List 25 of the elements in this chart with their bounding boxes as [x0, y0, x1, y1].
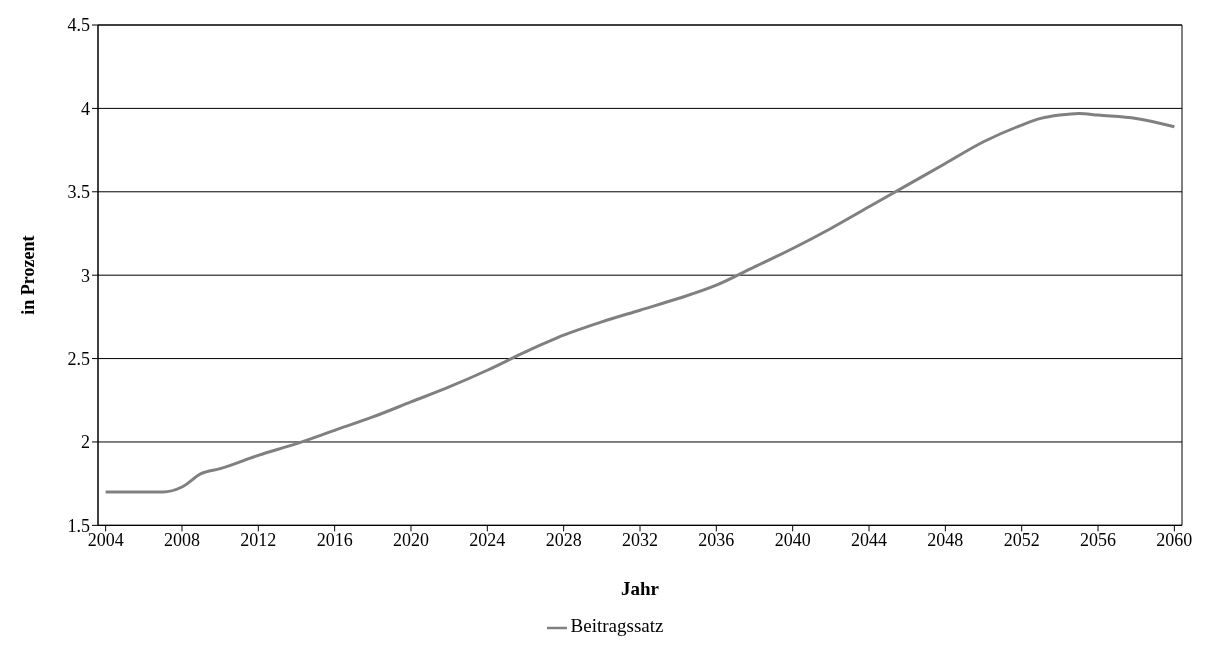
- x-tick-label: 2020: [392, 530, 429, 551]
- line-series: [104, 111, 1176, 494]
- x-tick-label: 2032: [622, 530, 658, 551]
- y-tick-label: 4: [81, 98, 90, 119]
- y-tick-label: 1.5: [67, 515, 90, 536]
- y-tick-label: 2: [81, 432, 90, 453]
- x-tick-label: 2056: [1080, 530, 1117, 551]
- y-tick-label: 3: [81, 265, 90, 286]
- x-tick-label: 2044: [851, 530, 888, 551]
- x-axis-title: Jahr: [621, 578, 660, 600]
- y-tick-label: 3.5: [67, 182, 90, 203]
- x-tick-label: 2028: [545, 530, 582, 551]
- x-tick-label: 2052: [1003, 530, 1040, 551]
- x-tick-label: 2024: [469, 530, 506, 551]
- y-tick-label: 4.5: [67, 15, 90, 36]
- y-tick-label: 2.5: [67, 348, 90, 369]
- x-tick-label: 2060: [1156, 530, 1193, 551]
- x-tick-label: 2016: [316, 530, 353, 551]
- y-axis-title: in Prozent: [18, 235, 39, 315]
- x-tick-label: 2040: [774, 530, 811, 551]
- x-tick-label: 2048: [927, 530, 964, 551]
- x-tick-label: 2012: [240, 530, 277, 551]
- x-tick-label: 2008: [163, 530, 200, 551]
- x-tick-label: 2036: [698, 530, 735, 551]
- legend-label: Beitragssatz: [570, 615, 664, 637]
